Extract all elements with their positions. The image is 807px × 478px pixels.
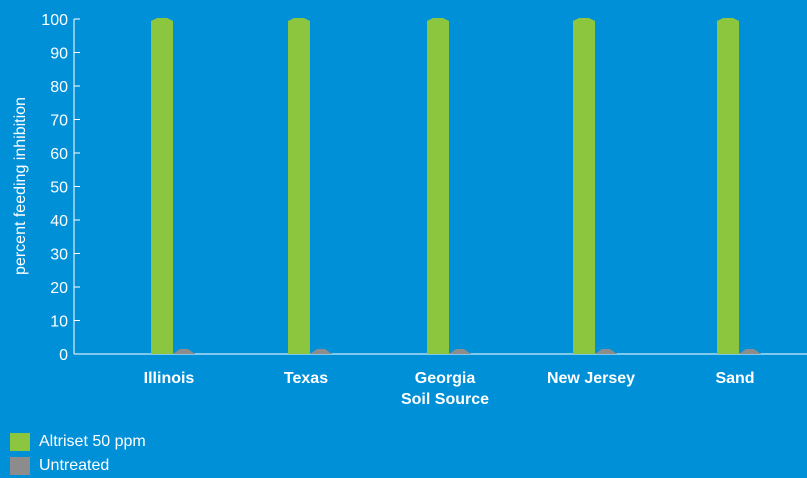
x-tick-label: Texas	[284, 370, 328, 387]
bar-0-0	[151, 18, 173, 354]
x-tick-label: Illinois	[144, 370, 195, 387]
bar-0-1	[288, 18, 310, 354]
y-axis: 0 10 20 30 40 50 60 70 80 90 100	[41, 12, 80, 364]
bar-1-3	[595, 349, 617, 354]
legend-label-untreated: Untreated	[39, 457, 110, 474]
y-tick-label: 40	[50, 213, 68, 230]
bar-1-0	[173, 349, 195, 354]
y-tick-label: 100	[41, 12, 68, 29]
y-tick-label: 10	[50, 314, 68, 331]
bar-0-3	[573, 18, 595, 354]
x-tick-label: New Jersey	[547, 370, 635, 387]
x-axis: Illinois Texas Georgia Soil Source New Jerse…	[74, 353, 807, 408]
bar-1-4	[739, 349, 761, 354]
bar-0-2	[427, 18, 449, 354]
y-axis-label: percent feeding inhibition	[12, 97, 29, 275]
y-tick-label: 80	[50, 79, 68, 96]
legend-label-altriset: Altriset 50 ppm	[39, 433, 146, 450]
legend-swatch-altriset	[10, 433, 30, 451]
y-tick-label: 0	[59, 347, 68, 364]
y-tick-label: 90	[50, 46, 68, 63]
bars	[151, 18, 761, 354]
y-tick-label: 30	[50, 247, 68, 264]
bar-0-4	[717, 18, 739, 354]
y-tick-label: 50	[50, 180, 68, 197]
bar-1-1	[310, 349, 332, 354]
x-tick-label: Sand	[715, 370, 754, 387]
legend-item-altriset: Altriset 50 ppm	[10, 430, 146, 454]
y-tick-label: 20	[50, 280, 68, 297]
bar-1-2	[449, 349, 471, 354]
legend: Altriset 50 ppm Untreated	[10, 430, 146, 478]
y-tick-label: 60	[50, 146, 68, 163]
x-tick-label: Georgia Soil Source	[401, 370, 489, 408]
y-tick-label: 70	[50, 113, 68, 130]
legend-item-untreated: Untreated	[10, 454, 146, 478]
legend-swatch-untreated	[10, 457, 30, 475]
